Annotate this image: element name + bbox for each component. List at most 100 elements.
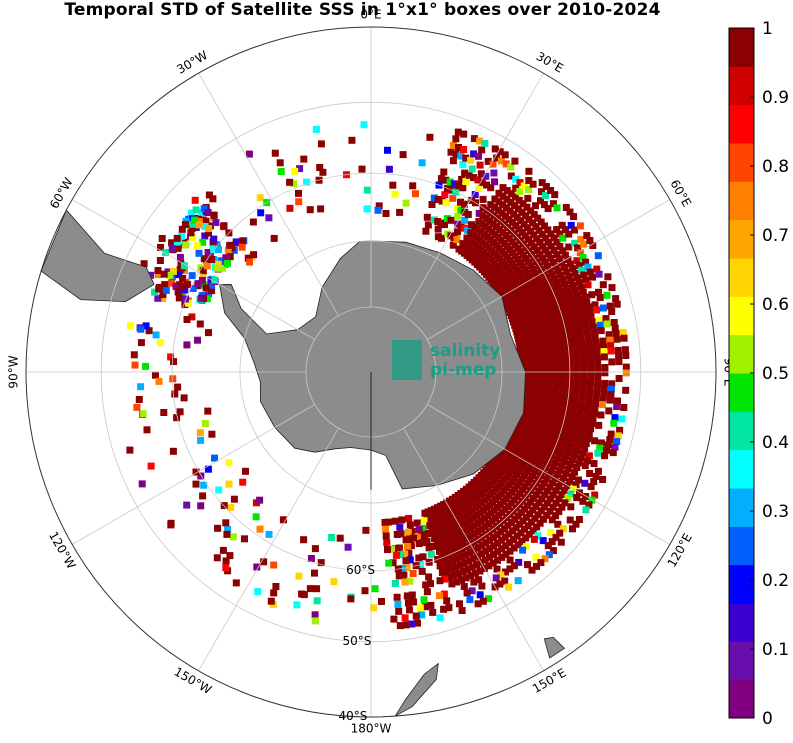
sss-std-cell bbox=[169, 447, 177, 455]
sss-std-cell bbox=[470, 150, 478, 158]
sss-std-cell bbox=[537, 218, 545, 226]
sss-std-cell bbox=[587, 374, 595, 382]
sss-std-cell bbox=[226, 552, 234, 560]
sss-std-cell bbox=[429, 542, 437, 550]
sss-std-cell bbox=[489, 534, 497, 541]
sss-std-cell bbox=[570, 213, 578, 221]
sss-std-cell bbox=[528, 335, 536, 343]
sss-std-cell bbox=[561, 437, 569, 445]
sss-std-cell bbox=[453, 204, 461, 212]
meridian-line bbox=[427, 404, 670, 545]
sss-std-cell bbox=[573, 373, 581, 381]
sss-std-cell bbox=[220, 222, 228, 230]
sss-std-cell bbox=[589, 273, 596, 281]
sss-std-cell bbox=[614, 432, 622, 440]
sss-std-cell bbox=[532, 223, 540, 231]
colorbar-tick-label: 0.3 bbox=[762, 502, 789, 522]
sss-std-cell bbox=[551, 348, 559, 356]
sss-std-cell bbox=[454, 128, 462, 136]
sss-std-cell bbox=[569, 327, 577, 335]
sss-std-cell bbox=[549, 547, 557, 555]
sss-std-cell bbox=[614, 397, 621, 405]
sss-std-cell bbox=[412, 612, 420, 620]
sss-std-cell bbox=[566, 516, 574, 524]
sss-std-cell bbox=[587, 425, 595, 433]
sss-std-cell bbox=[521, 525, 528, 533]
sss-std-cell bbox=[584, 281, 592, 289]
sss-std-cell bbox=[138, 480, 146, 488]
colorbar-segment bbox=[729, 411, 754, 451]
sss-std-cell bbox=[312, 125, 320, 133]
sss-std-cell bbox=[463, 526, 471, 534]
sss-std-cell bbox=[582, 493, 590, 500]
sss-std-cell bbox=[483, 181, 490, 189]
sss-std-cell bbox=[300, 155, 308, 163]
sss-std-cell bbox=[272, 583, 280, 590]
sss-std-cell bbox=[540, 284, 548, 292]
sss-std-cell bbox=[566, 208, 574, 216]
sss-std-cell bbox=[588, 496, 596, 504]
sss-std-cell bbox=[168, 245, 176, 253]
sss-std-cell bbox=[286, 178, 294, 186]
sss-std-cell bbox=[479, 195, 487, 203]
sss-std-cell bbox=[431, 535, 439, 543]
sss-std-cell bbox=[606, 336, 614, 344]
sss-std-cell bbox=[533, 235, 541, 243]
sss-std-cell bbox=[131, 361, 139, 369]
sss-std-cell bbox=[529, 398, 537, 406]
sss-std-cell bbox=[319, 168, 327, 176]
sss-std-cell bbox=[270, 234, 278, 242]
sss-std-cell bbox=[544, 238, 552, 246]
sss-std-cell bbox=[543, 397, 551, 405]
sss-std-cell bbox=[460, 130, 468, 138]
sss-std-cell bbox=[559, 234, 567, 242]
sss-std-cell bbox=[286, 204, 294, 212]
sss-std-cell bbox=[599, 304, 607, 312]
sss-std-cell bbox=[385, 165, 393, 173]
sss-std-cell bbox=[210, 235, 218, 243]
sss-std-cell bbox=[531, 357, 539, 365]
colorbar-segment bbox=[729, 181, 754, 221]
sss-std-cell bbox=[161, 281, 169, 289]
sss-std-cell bbox=[460, 200, 468, 208]
sss-std-cell bbox=[569, 302, 577, 310]
sss-std-cell bbox=[538, 230, 546, 238]
sss-std-cell bbox=[491, 145, 499, 153]
sss-std-cell bbox=[565, 243, 573, 251]
sss-std-cell bbox=[202, 217, 210, 225]
colorbar-segment bbox=[729, 104, 754, 144]
sss-std-cell bbox=[260, 558, 268, 566]
sss-std-cell bbox=[392, 579, 399, 587]
sss-std-cell bbox=[142, 322, 150, 330]
sss-std-cell bbox=[620, 334, 628, 342]
sss-std-cell bbox=[582, 324, 590, 332]
sss-std-cell bbox=[423, 537, 431, 545]
sss-std-cell bbox=[556, 450, 564, 458]
longitude-label: 90°W bbox=[7, 355, 21, 388]
sss-std-cell bbox=[209, 195, 217, 203]
sss-std-cell bbox=[570, 336, 578, 344]
sss-std-cell bbox=[476, 567, 484, 575]
sss-std-cell bbox=[401, 550, 409, 558]
sss-std-cell bbox=[575, 295, 582, 303]
sss-std-cell bbox=[622, 386, 630, 394]
sss-std-cell bbox=[537, 559, 545, 567]
sss-std-cell bbox=[546, 414, 554, 422]
sss-std-cell bbox=[535, 461, 543, 468]
sss-std-cell bbox=[585, 339, 593, 347]
sss-std-cell bbox=[402, 536, 410, 544]
sss-std-cell bbox=[188, 313, 196, 321]
sss-std-cell bbox=[409, 182, 417, 190]
sss-std-cell bbox=[590, 328, 598, 336]
sss-std-cell bbox=[507, 190, 515, 198]
sss-std-cell bbox=[461, 559, 469, 567]
sss-std-cell bbox=[595, 270, 603, 278]
sss-std-cell bbox=[457, 198, 464, 206]
sss-std-cell bbox=[137, 339, 145, 347]
sss-std-cell bbox=[476, 591, 484, 599]
sss-std-cell bbox=[579, 449, 587, 457]
sss-std-cell bbox=[210, 245, 218, 253]
sss-std-cell bbox=[575, 516, 583, 523]
sss-std-cell bbox=[418, 159, 426, 167]
